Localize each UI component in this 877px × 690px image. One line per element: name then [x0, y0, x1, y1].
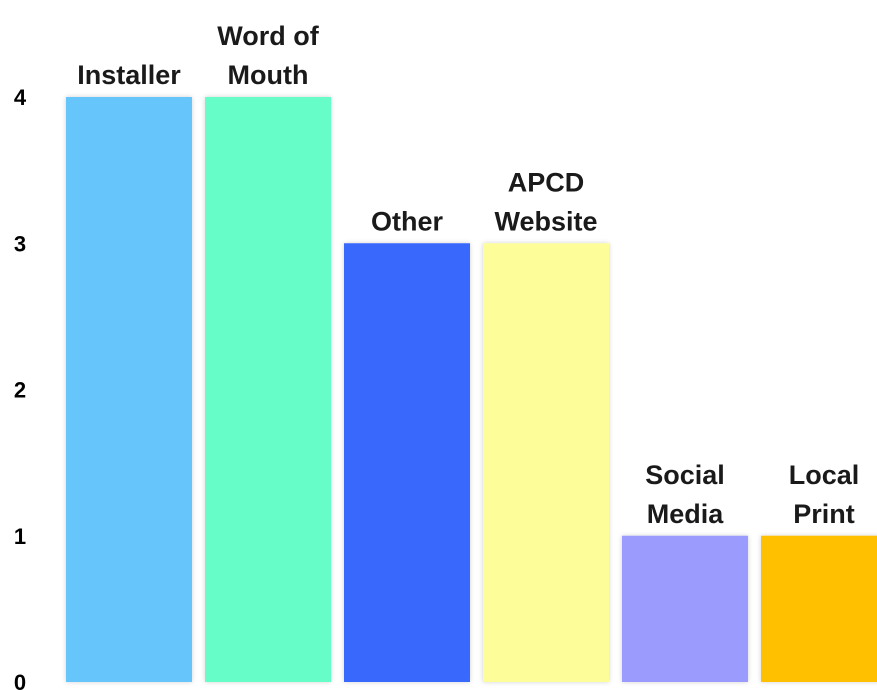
y-tick-label: 4 — [14, 85, 27, 110]
y-tick-label: 0 — [14, 670, 26, 690]
bar-social-media — [622, 536, 748, 682]
category-label: Installer — [77, 60, 181, 90]
bars — [66, 97, 877, 682]
category-label: Local — [789, 460, 860, 490]
category-label: Word of — [217, 21, 319, 51]
category-label: Print — [793, 499, 855, 529]
category-label: Website — [494, 206, 597, 236]
y-tick-label: 3 — [14, 231, 26, 256]
y-axis: 0 1 2 3 4 — [14, 85, 27, 690]
y-tick-label: 1 — [14, 524, 26, 549]
bar-word-of-mouth — [205, 97, 331, 682]
bar-apcd-website — [483, 243, 609, 682]
bar-other — [344, 243, 470, 682]
category-label: Other — [371, 206, 444, 236]
category-label: Social — [645, 460, 725, 490]
bar-local-print — [761, 536, 877, 682]
bar-installer — [66, 97, 192, 682]
category-label: APCD — [508, 167, 585, 197]
category-label: Mouth — [228, 60, 309, 90]
category-label: Media — [647, 499, 725, 529]
y-tick-label: 2 — [14, 378, 26, 403]
